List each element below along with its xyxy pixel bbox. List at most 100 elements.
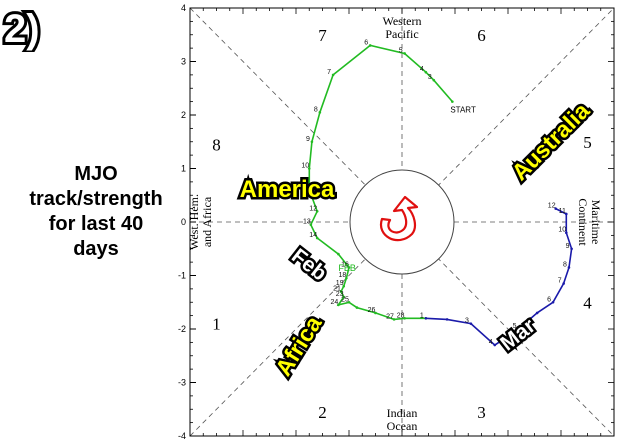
day-label: 23 [336, 291, 344, 298]
panel-number: 2) [2, 4, 43, 52]
track-point [554, 207, 557, 210]
track-point [331, 73, 335, 77]
y-tick-label: 1 [181, 164, 186, 174]
track-point [570, 247, 573, 251]
day-label: 3 [428, 74, 432, 81]
track-point [347, 300, 351, 304]
day-label: 6 [364, 39, 368, 46]
track-point [392, 318, 396, 321]
annotation-mar: Mar [494, 312, 543, 358]
phase-label-5: 5 [583, 133, 592, 152]
track-point [342, 295, 346, 299]
day-label: 16 [341, 261, 349, 268]
y-tick-label: -3 [178, 378, 186, 388]
day-label: 11 [302, 184, 309, 191]
track-line [308, 44, 454, 321]
day-label: 4 [420, 66, 424, 73]
day-label: 12 [309, 205, 317, 212]
track-point [337, 303, 340, 307]
day-label: 5 [513, 323, 517, 330]
day-label: 6 [547, 296, 551, 303]
region-label-indian-ocean-2: Ocean [387, 419, 418, 433]
phase-label-4: 4 [583, 293, 592, 312]
day-label: 13 [303, 219, 311, 226]
track-point [307, 188, 311, 192]
curved-arrow-shape [379, 195, 419, 242]
day-label: 9 [566, 243, 570, 250]
annotation-africa: Africa [267, 309, 329, 383]
region-label-west-hem-2: and Africa [200, 196, 214, 247]
day-label: 8 [314, 106, 318, 113]
caption-line-2: track/strength [29, 188, 163, 210]
track-point [315, 210, 319, 213]
day-label: 7 [327, 69, 331, 76]
side-caption: MJO track/strength for last 40 days [0, 162, 192, 262]
annotation-feb-text: Feb [287, 244, 331, 285]
day-label: 5 [399, 47, 403, 54]
day-label: 11 [559, 208, 566, 215]
track-point [424, 70, 428, 74]
day-label: 3 [465, 318, 469, 325]
phase-label-7: 7 [318, 26, 327, 45]
phase-label-8: 8 [212, 135, 221, 154]
day-label: 10 [558, 227, 566, 234]
track-point [432, 78, 436, 82]
track-point [551, 300, 555, 304]
y-tick-label: -4 [178, 431, 186, 441]
annotation-africa-text: Africa [270, 311, 327, 380]
day-label: 8 [563, 261, 567, 268]
unit-circle [349, 169, 455, 275]
annotation-mar-text: Mar [496, 314, 540, 355]
day-label: 26 [368, 307, 376, 314]
region-label-western-pacific-1: Western [382, 14, 421, 28]
day-label: 24 [331, 299, 339, 306]
track-point [307, 167, 311, 170]
region-label-maritime-1: Maritime [589, 200, 603, 245]
phase-label-6: 6 [477, 26, 486, 45]
track-point [318, 111, 322, 114]
track-point [355, 306, 359, 309]
track-point [345, 276, 348, 280]
track-point [339, 290, 343, 293]
region-label-west-hem-1: West. Hem. [187, 194, 201, 250]
panel-number-text: 2) [4, 7, 40, 51]
region-label-maritime-2: Continent [576, 198, 590, 246]
track-point [469, 322, 473, 325]
track-point [309, 223, 313, 226]
track-point [445, 318, 449, 321]
track-point [403, 317, 406, 320]
track-point [374, 311, 377, 315]
annotation-feb: Feb [285, 242, 334, 288]
day-label: 19 [336, 280, 344, 287]
track-point [535, 311, 539, 315]
phase-label-2: 2 [318, 403, 327, 422]
annotation-australia-text: Australia [506, 97, 594, 185]
day-label: 10 [301, 163, 309, 170]
y-tick-label: -1 [178, 271, 186, 281]
track-point [337, 252, 340, 256]
day-label: 14 [309, 232, 317, 239]
y-tick-label: 0 [181, 217, 186, 227]
y-tick-label: 2 [181, 110, 186, 120]
day-label: 9 [306, 136, 310, 143]
track-point [403, 52, 406, 55]
y-tick-label: -2 [178, 324, 186, 334]
track-point [368, 44, 372, 47]
day-label: 1 [420, 312, 424, 319]
track-point [342, 284, 346, 288]
annotation-america-text: America [240, 176, 335, 203]
day-label: 28 [397, 312, 405, 319]
track-point [567, 266, 571, 269]
track-point [451, 100, 454, 103]
track-point [310, 140, 314, 144]
track-point [565, 231, 568, 234]
caption-line-1: MJO [74, 163, 118, 185]
annotation-australia: Australia [504, 95, 597, 188]
day-label: 25 [341, 296, 349, 303]
track-point [315, 236, 319, 240]
start-label: START [450, 106, 476, 115]
day-label: 4 [489, 339, 493, 346]
